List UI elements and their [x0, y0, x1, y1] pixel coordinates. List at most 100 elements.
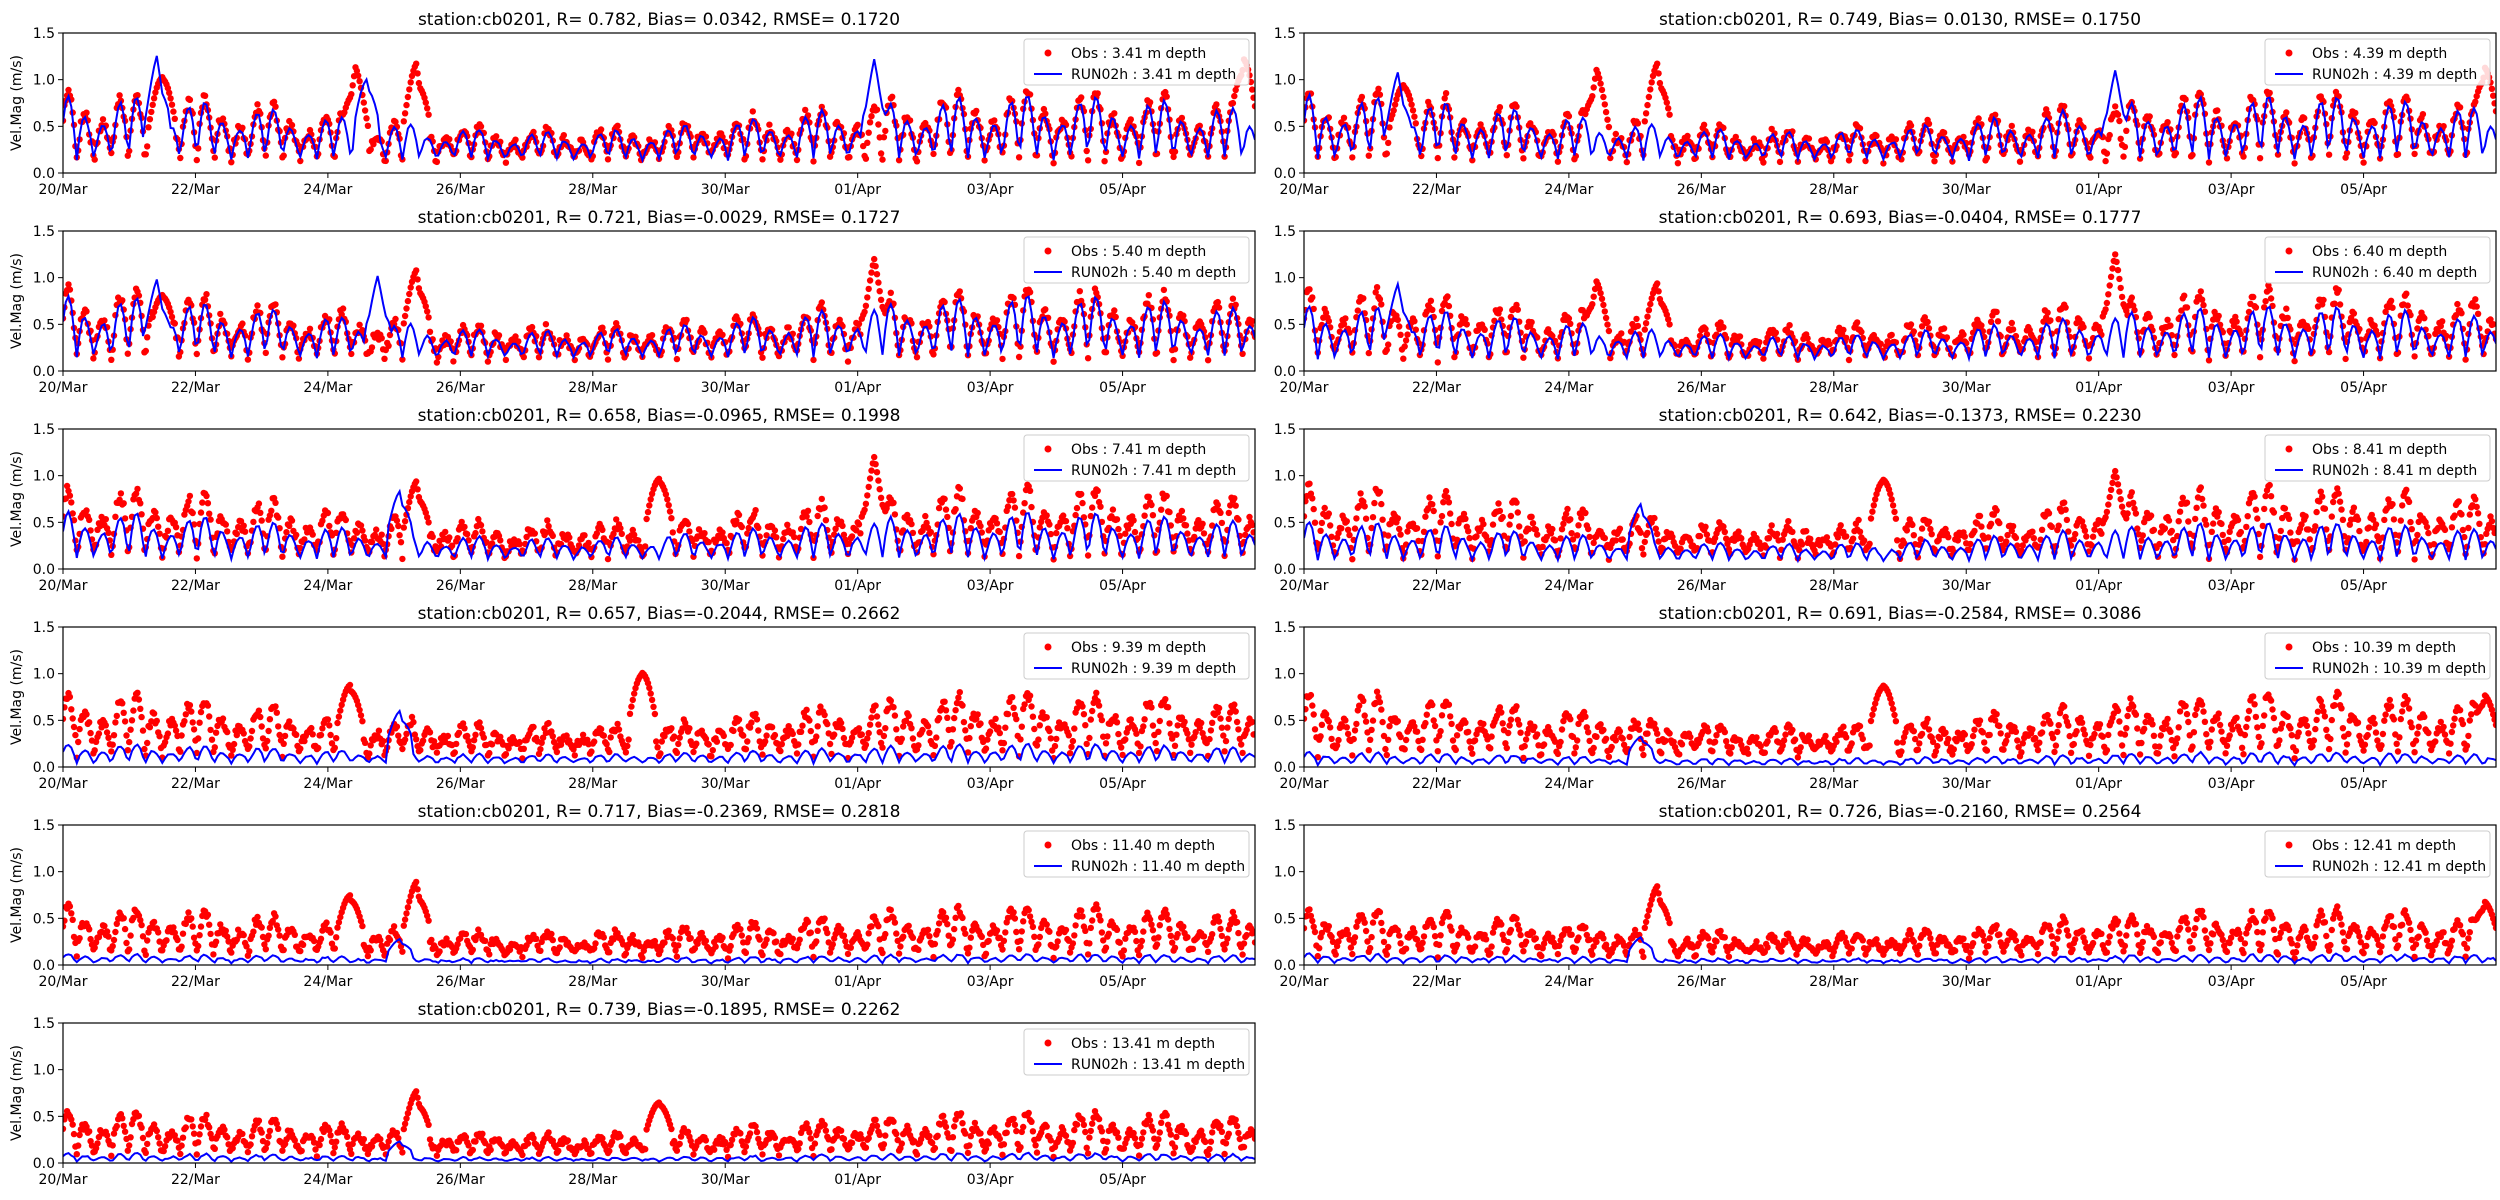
obs-point — [207, 516, 214, 523]
obs-point — [1575, 522, 1582, 529]
y-tick-label: 1.5 — [33, 422, 55, 438]
obs-point — [1076, 288, 1084, 295]
obs-point — [749, 108, 756, 115]
obs-point — [1866, 540, 1873, 547]
obs-point — [1917, 536, 1924, 543]
obs-point — [1033, 152, 1041, 159]
obs-point — [1066, 552, 1074, 560]
obs-point — [868, 269, 875, 276]
obs-point — [2283, 109, 2290, 116]
y-axis-label: Vel.Mag (m/s) — [9, 253, 25, 349]
obs-point — [2301, 114, 2308, 122]
obs-point — [766, 121, 773, 128]
obs-point — [862, 500, 870, 507]
obs-point — [177, 154, 184, 162]
y-tick-label: 0.0 — [1274, 364, 1296, 380]
obs-point — [777, 156, 784, 163]
x-tick-label: 05/Apr — [1099, 578, 1146, 594]
obs-point — [1079, 499, 1086, 507]
obs-point — [1438, 307, 1446, 315]
obs-point — [2109, 265, 2116, 272]
obs-point — [1342, 315, 1349, 322]
obs-point — [464, 531, 471, 538]
obs-point — [401, 312, 409, 320]
obs-point — [1496, 104, 1504, 111]
obs-point — [368, 538, 376, 546]
x-tick-label: 05/Apr — [1099, 380, 1146, 396]
obs-point — [1725, 545, 1733, 553]
obs-point — [2112, 251, 2119, 258]
obs-point — [1376, 91, 1384, 98]
obs-point — [673, 355, 681, 363]
obs-point — [1598, 86, 1606, 94]
obs-point — [254, 101, 261, 108]
obs-point — [1590, 539, 1597, 547]
obs-point — [1358, 93, 1366, 101]
obs-point — [2266, 89, 2273, 97]
obs-point — [1662, 94, 1669, 102]
obs-point — [324, 509, 332, 517]
obs-point — [1379, 516, 1386, 523]
x-tick-label: 03/Apr — [967, 578, 1014, 594]
obs-point — [993, 317, 1001, 324]
obs-point — [1232, 86, 1239, 94]
obs-point — [1080, 514, 1088, 521]
obs-point — [895, 157, 903, 164]
obs-point — [818, 103, 825, 111]
y-tick-label: 0.5 — [1274, 317, 1296, 333]
obs-point — [1465, 528, 1472, 535]
obs-point — [1513, 301, 1520, 309]
legend-label: RUN02h : 5.40 m depth — [1071, 265, 1236, 281]
obs-point — [421, 94, 428, 102]
x-tick-label: 22/Mar — [171, 578, 220, 594]
x-tick-label: 05/Apr — [1099, 182, 1146, 198]
obs-point — [1170, 153, 1177, 161]
y-tick-label: 1.5 — [33, 224, 55, 240]
obs-point — [1083, 147, 1090, 155]
obs-point — [2419, 111, 2427, 118]
obs-point — [1357, 490, 1364, 497]
obs-point — [396, 532, 403, 539]
obs-point — [1011, 504, 1019, 511]
obs-point — [2167, 322, 2174, 329]
obs-point — [1724, 540, 1731, 547]
obs-point — [408, 72, 416, 80]
obs-point — [1585, 525, 1592, 533]
obs-point — [2085, 355, 2093, 362]
obs-point — [2102, 306, 2109, 313]
obs-point — [407, 493, 414, 500]
legend-label: Obs : 4.39 m depth — [2312, 46, 2447, 62]
obs-point — [1411, 113, 1418, 120]
obs-point — [1397, 331, 1404, 338]
obs-series-markers — [1304, 467, 2496, 563]
obs-point — [683, 316, 690, 324]
x-tick-label: 03/Apr — [2208, 380, 2255, 396]
obs-point — [1843, 334, 1850, 342]
obs-point — [1601, 101, 1609, 108]
obs-point — [1649, 72, 1657, 80]
obs-point — [1574, 532, 1581, 539]
obs-point — [250, 518, 257, 526]
obs-point — [272, 499, 279, 506]
obs-point — [868, 467, 875, 474]
plot-area — [1304, 60, 2496, 167]
obs-point — [900, 527, 907, 534]
obs-point — [1442, 90, 1450, 97]
subplot-4: station:cb0201, R= 0.693, Bias=-0.0404, … — [1274, 208, 2497, 396]
obs-point — [1409, 107, 1417, 114]
obs-point — [1376, 488, 1384, 496]
obs-point — [773, 534, 780, 541]
obs-point — [135, 292, 143, 299]
obs-point — [2490, 321, 2496, 328]
obs-point — [669, 529, 676, 536]
obs-point — [99, 116, 107, 123]
obs-point — [2456, 104, 2464, 111]
obs-point — [1115, 525, 1122, 533]
obs-point — [348, 350, 355, 358]
obs-point — [448, 542, 456, 549]
obs-point — [87, 527, 94, 534]
obs-point — [413, 60, 420, 67]
obs-point — [871, 453, 878, 461]
obs-point — [2146, 314, 2153, 321]
